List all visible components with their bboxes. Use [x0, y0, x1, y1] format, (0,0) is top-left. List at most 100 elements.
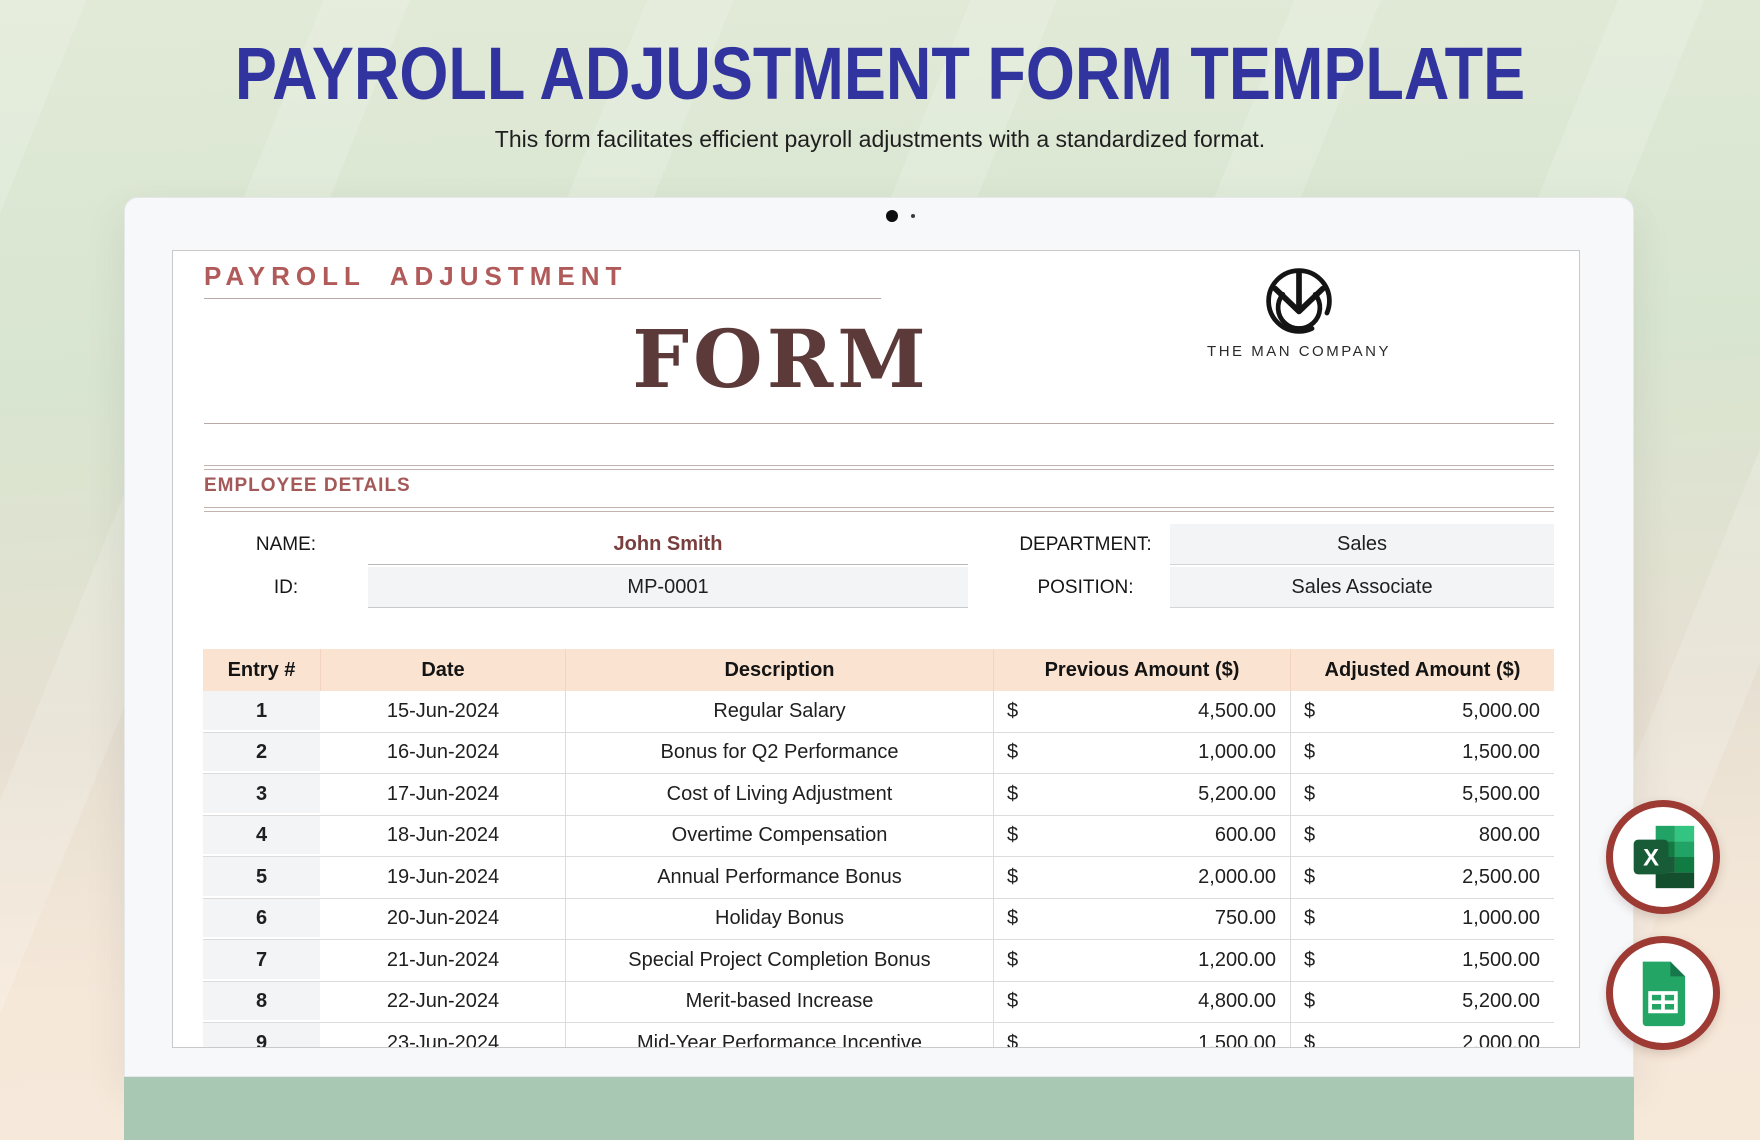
name-field[interactable]: John Smith: [368, 524, 968, 565]
cell-date[interactable]: 16-Jun-2024: [321, 732, 566, 773]
table-row: 7 21-Jun-2024 Special Project Completion…: [203, 940, 1554, 982]
name-label: NAME:: [255, 534, 317, 555]
department-label: DEPARTMENT:: [1019, 534, 1152, 555]
cell-previous-amount[interactable]: $ 1,500.00: [994, 1023, 1291, 1048]
previous-amount-value: 5,200.00: [1198, 782, 1276, 805]
cell-entry-number: 5: [203, 857, 321, 898]
payroll-table: Entry # Date Description Previous Amount…: [203, 649, 1554, 1048]
currency-symbol: $: [1007, 699, 1019, 722]
currency-symbol: $: [1007, 1031, 1019, 1048]
double-rule-bottom: [204, 507, 1554, 512]
currency-symbol: $: [1304, 824, 1316, 847]
header-adjusted: Adjusted Amount ($): [1324, 658, 1521, 681]
heading-underline: [204, 298, 881, 299]
carousel-dot-active[interactable]: [886, 210, 898, 222]
company-logo-text: THE MAN COMPANY: [1207, 343, 1391, 360]
table-header-row: Entry # Date Description Previous Amount…: [203, 649, 1554, 691]
carousel-dot[interactable]: [911, 214, 915, 218]
google-sheets-icon: [1642, 961, 1686, 1027]
cell-previous-amount[interactable]: $ 4,500.00: [994, 691, 1291, 732]
cell-adjusted-amount[interactable]: $ 800.00: [1291, 816, 1554, 857]
document-heading-form: FORM: [632, 312, 930, 406]
id-field[interactable]: MP-0001: [368, 567, 968, 608]
currency-symbol: $: [1007, 948, 1019, 971]
cell-date[interactable]: 15-Jun-2024: [321, 691, 566, 732]
cell-previous-amount[interactable]: $ 1,000.00: [994, 732, 1291, 773]
svg-text:X: X: [1643, 844, 1659, 871]
laptop-base: [124, 1077, 1634, 1140]
currency-symbol: $: [1304, 990, 1316, 1013]
cell-previous-amount[interactable]: $ 750.00: [994, 898, 1291, 939]
document-heading: PAYROLL ADJUSTMENT: [204, 261, 628, 291]
currency-symbol: $: [1304, 782, 1316, 805]
excel-download-badge[interactable]: X: [1606, 800, 1720, 914]
currency-symbol: $: [1304, 699, 1316, 722]
header-description: Description: [566, 649, 994, 691]
position-field[interactable]: Sales Associate: [1170, 567, 1554, 608]
cell-date[interactable]: 23-Jun-2024: [321, 1023, 566, 1047]
table-row: 2 16-Jun-2024 Bonus for Q2 Performance $…: [203, 732, 1554, 774]
previous-amount-value: 1,000.00: [1198, 741, 1276, 764]
adjusted-amount-value: 5,500.00: [1462, 782, 1540, 805]
form-word-wrap: FORM: [204, 299, 1358, 419]
divider-line: [204, 423, 1554, 424]
cell-date[interactable]: 17-Jun-2024: [321, 774, 566, 815]
cell-date[interactable]: 20-Jun-2024: [321, 898, 566, 939]
previous-amount-value: 4,800.00: [1198, 990, 1276, 1013]
cell-previous-amount[interactable]: $ 1,200.00: [994, 940, 1291, 981]
cell-previous-amount[interactable]: $ 2,000.00: [994, 857, 1291, 898]
page-subtitle: This form facilitates efficient payroll …: [494, 126, 1266, 152]
currency-symbol: $: [1304, 907, 1316, 930]
position-label: POSITION:: [1037, 577, 1134, 598]
cell-previous-amount[interactable]: $ 4,800.00: [994, 981, 1291, 1022]
cell-date[interactable]: 19-Jun-2024: [321, 857, 566, 898]
man-company-monogram-icon: [1266, 268, 1332, 334]
google-sheets-download-badge[interactable]: [1606, 936, 1720, 1050]
cell-description[interactable]: Holiday Bonus: [566, 898, 994, 939]
cell-entry-number: 3: [203, 774, 321, 815]
cell-adjusted-amount[interactable]: $ 5,200.00: [1291, 982, 1554, 1023]
previous-amount-value: 2,000.00: [1198, 865, 1276, 888]
cell-date[interactable]: 18-Jun-2024: [321, 815, 566, 856]
currency-symbol: $: [1007, 741, 1019, 764]
department-field[interactable]: Sales: [1170, 524, 1554, 565]
cell-adjusted-amount[interactable]: $ 5,000.00: [1291, 691, 1554, 732]
adjusted-amount-value: 2,500.00: [1462, 865, 1540, 888]
adjusted-amount-value: 5,200.00: [1462, 990, 1540, 1013]
adjusted-amount-value: 800.00: [1478, 824, 1540, 847]
cell-description[interactable]: Cost of Living Adjustment: [566, 774, 994, 815]
cell-entry-number: 9: [203, 1023, 321, 1047]
table-row: 8 22-Jun-2024 Merit-based Increase $ 4,8…: [203, 981, 1554, 1023]
cell-entry-number: 8: [203, 981, 321, 1022]
cell-adjusted-amount[interactable]: $ 2,000.00: [1291, 1023, 1554, 1048]
currency-symbol: $: [1007, 865, 1019, 888]
table-row: 1 15-Jun-2024 Regular Salary $ 4,500.00 …: [203, 691, 1554, 733]
cell-adjusted-amount[interactable]: $ 1,500.00: [1291, 733, 1554, 774]
cell-date[interactable]: 22-Jun-2024: [321, 981, 566, 1022]
currency-symbol: $: [1007, 907, 1019, 930]
cell-adjusted-amount[interactable]: $ 1,000.00: [1291, 899, 1554, 940]
cell-previous-amount[interactable]: $ 5,200.00: [994, 774, 1291, 815]
previous-amount-value: 750.00: [1214, 907, 1276, 930]
cell-adjusted-amount[interactable]: $ 1,500.00: [1291, 940, 1554, 981]
cell-adjusted-amount[interactable]: $ 5,500.00: [1291, 774, 1554, 815]
cell-adjusted-amount[interactable]: $ 2,500.00: [1291, 857, 1554, 898]
cell-description[interactable]: Regular Salary: [566, 691, 994, 732]
cell-description[interactable]: Special Project Completion Bonus: [566, 940, 994, 981]
cell-date[interactable]: 21-Jun-2024: [321, 940, 566, 981]
currency-symbol: $: [1007, 824, 1019, 847]
cell-description[interactable]: Overtime Compensation: [566, 815, 994, 856]
previous-amount-value: 4,500.00: [1198, 699, 1276, 722]
cell-description[interactable]: Annual Performance Bonus: [566, 857, 994, 898]
currency-symbol: $: [1304, 865, 1316, 888]
adjusted-amount-value: 1,000.00: [1462, 907, 1540, 930]
table-row: 3 17-Jun-2024 Cost of Living Adjustment …: [203, 774, 1554, 816]
cell-entry-number: 6: [203, 898, 321, 939]
header-previous: Previous Amount ($): [994, 649, 1291, 691]
cell-description[interactable]: Mid-Year Performance Incentive: [566, 1023, 994, 1047]
cell-previous-amount[interactable]: $ 600.00: [994, 815, 1291, 856]
previous-amount-value: 1,500.00: [1198, 1031, 1276, 1048]
cell-description[interactable]: Bonus for Q2 Performance: [566, 732, 994, 773]
cell-description[interactable]: Merit-based Increase: [566, 981, 994, 1022]
currency-symbol: $: [1304, 1031, 1316, 1048]
